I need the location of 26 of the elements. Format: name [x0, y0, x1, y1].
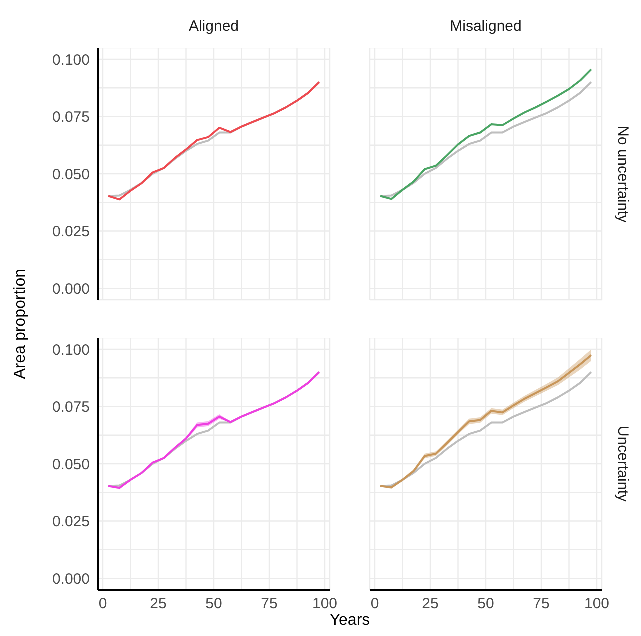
y-tick-label: 0.025 — [52, 514, 90, 531]
y-tick-label: 0.050 — [52, 456, 90, 474]
y2-axis-title: Uncertainty — [614, 426, 632, 502]
x-tick-label: 100 — [312, 596, 338, 613]
chart-title: Misaligned — [449, 18, 523, 35]
chart-title: Aligned — [188, 18, 240, 35]
x-tick-label: 50 — [478, 596, 494, 613]
y-tick-label: 0.000 — [52, 280, 90, 298]
y-tick-label: 0.075 — [52, 109, 90, 126]
y-axis-title: Area proportion — [12, 268, 30, 380]
x-tick-label: 0 — [98, 596, 108, 613]
x-tick-label: 25 — [422, 596, 439, 613]
x-axis-title: Years — [328, 612, 372, 630]
y-tick-label: 0.000 — [52, 570, 90, 588]
x-tick-label: 50 — [206, 596, 222, 613]
y-tick-label: 0.100 — [52, 52, 90, 69]
y-tick-label: 0.025 — [52, 224, 90, 241]
y-tick-label: 0.100 — [52, 342, 90, 359]
x-tick-label: 75 — [533, 596, 550, 613]
x-tick-label: 25 — [150, 596, 167, 613]
y2-axis-title: No uncertainty — [614, 126, 632, 222]
y-tick-label: 0.075 — [52, 399, 90, 416]
x-tick-label: 75 — [261, 596, 278, 613]
x-tick-label: 0 — [370, 596, 380, 613]
y-tick-label: 0.050 — [52, 166, 90, 184]
x-tick-label: 100 — [584, 596, 610, 613]
